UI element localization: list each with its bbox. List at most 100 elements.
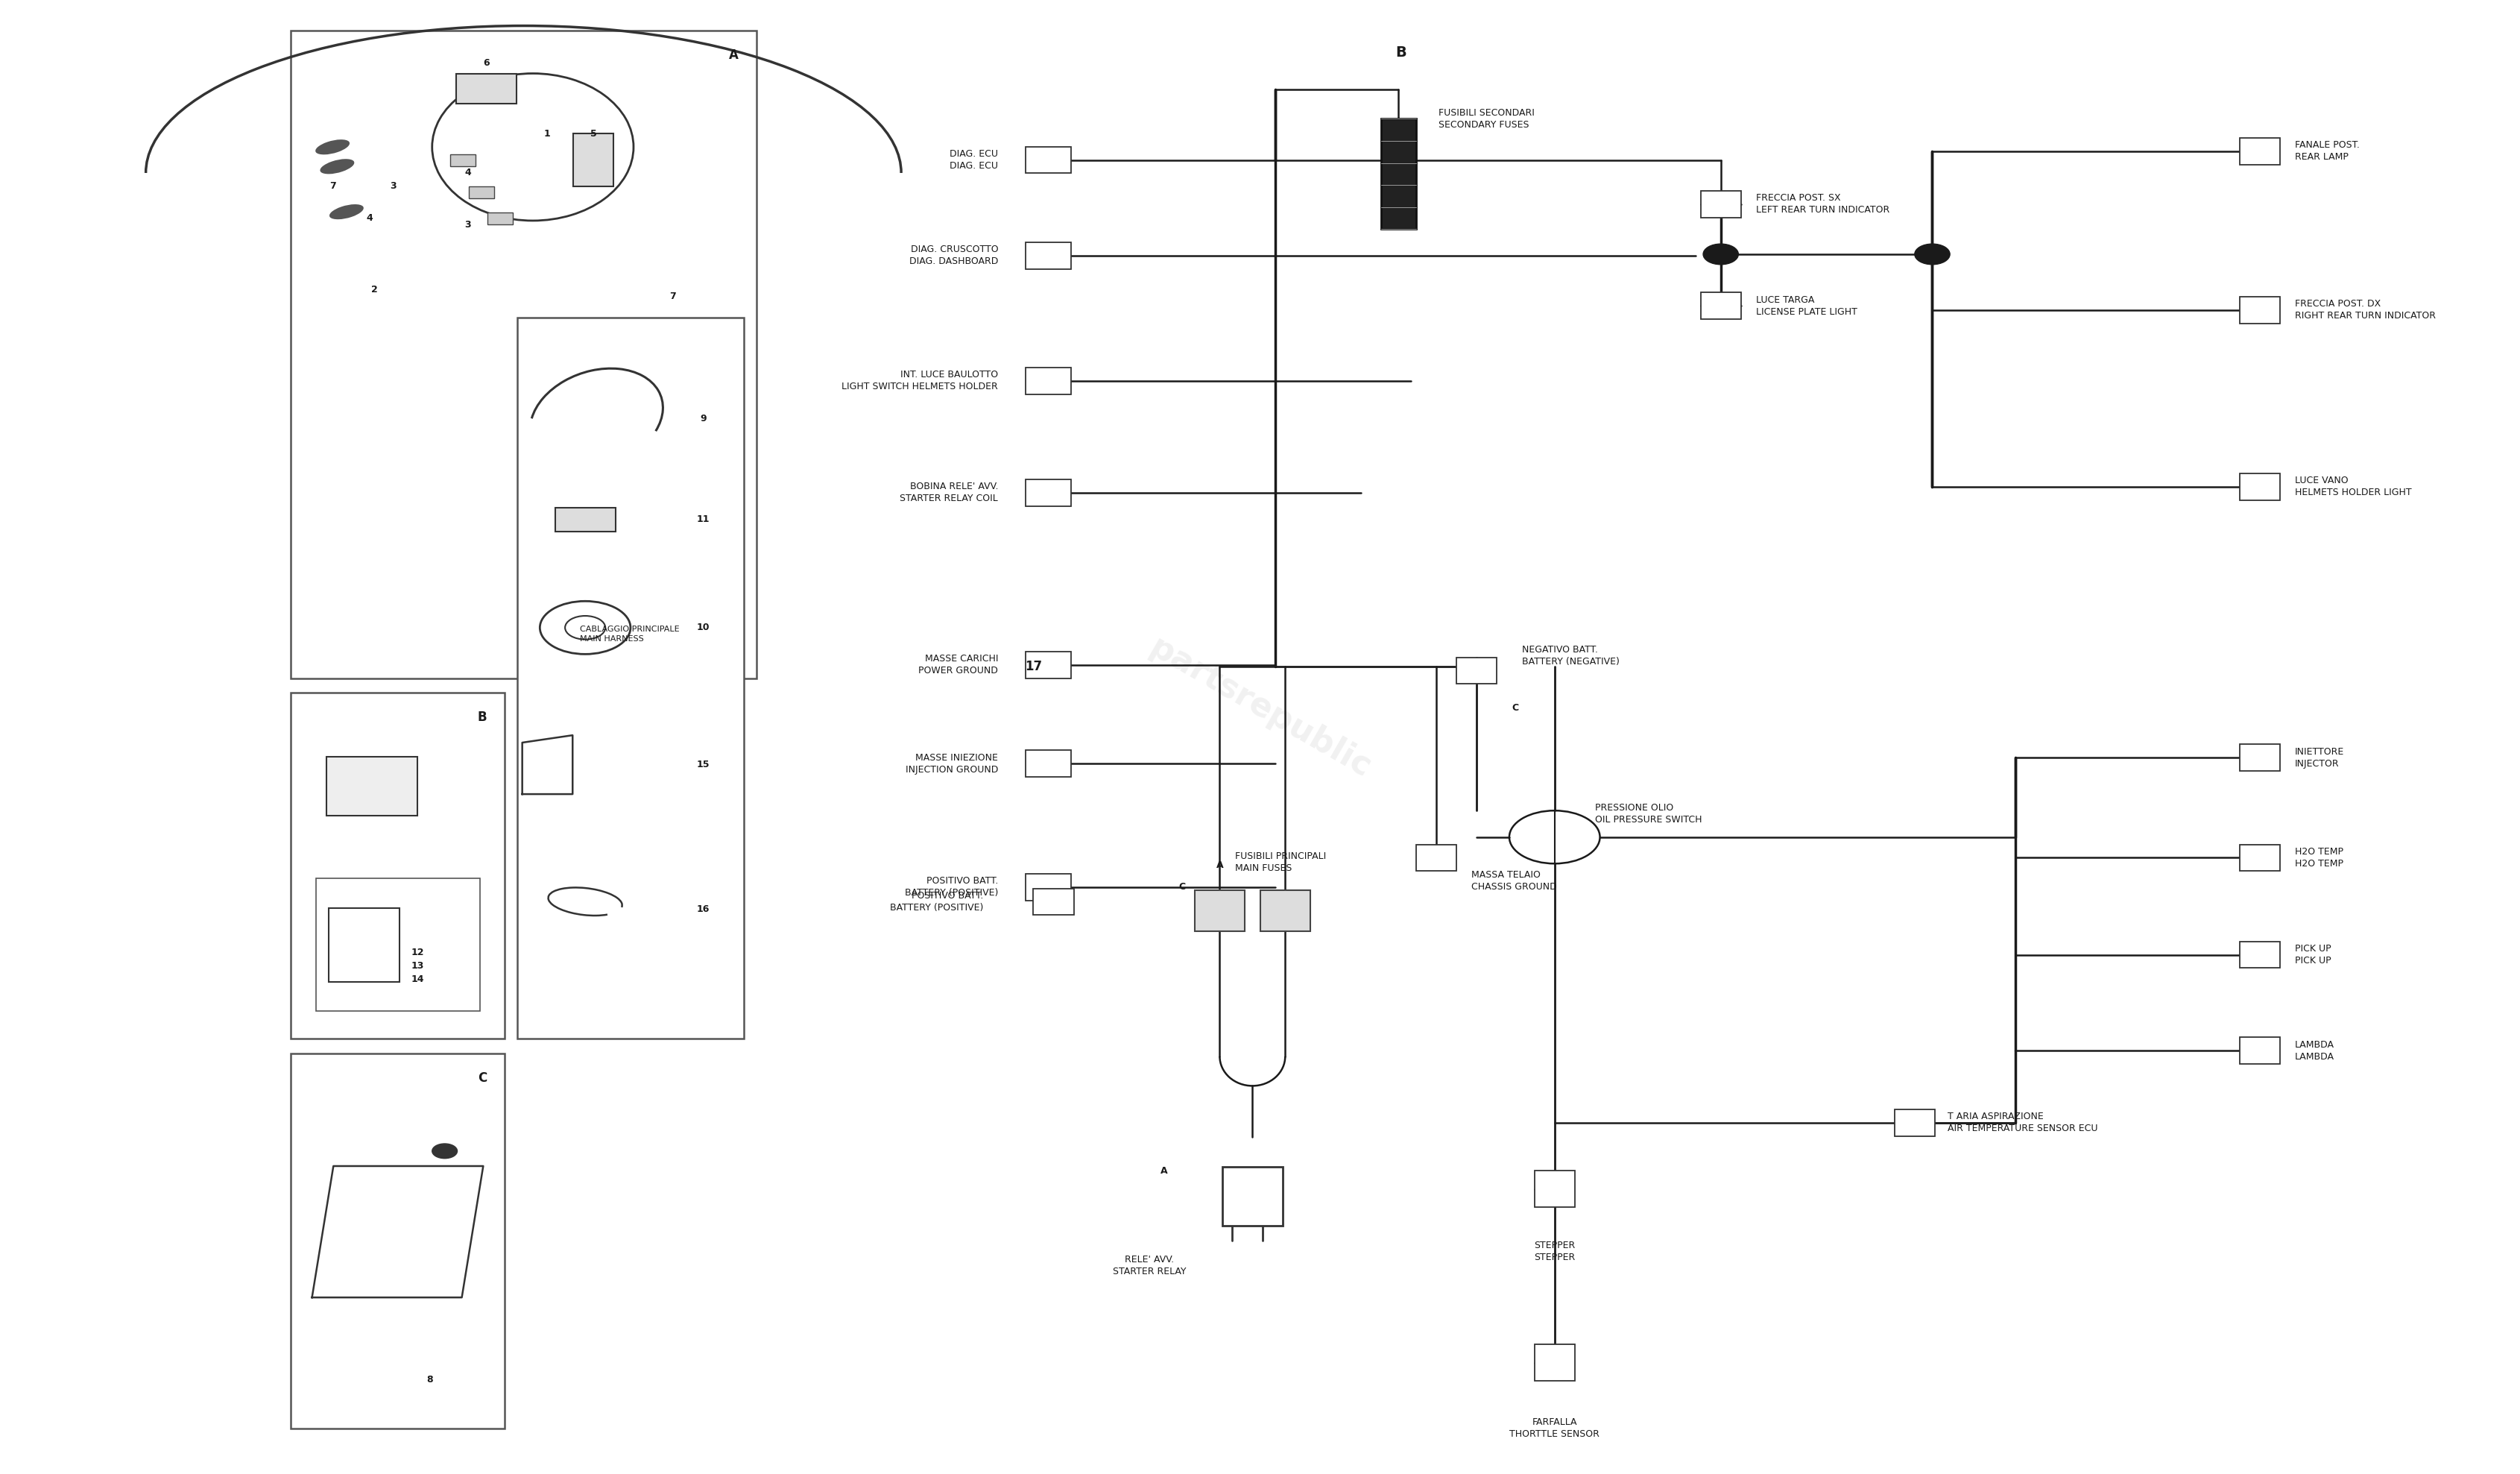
Bar [554,507,615,531]
Circle shape [1704,243,1739,264]
Bar [290,1054,504,1428]
Circle shape [1915,243,1950,264]
Bar [2240,1038,2281,1064]
Bar [2240,296,2281,323]
Bar [1026,652,1071,678]
Text: BOBINA RELE' AVV.
STARTER RELAY COIL: BOBINA RELE' AVV. STARTER RELAY COIL [900,482,998,504]
Text: 14: 14 [411,974,423,985]
Text: B: B [479,710,486,724]
Bar [1701,292,1741,318]
Text: A: A [728,49,738,62]
Bar [290,693,504,1039]
Text: RELE' AVV.
STARTER RELAY: RELE' AVV. STARTER RELAY [1111,1256,1187,1276]
Bar [1033,889,1074,915]
Bar [1194,890,1245,932]
Text: 8: 8 [426,1375,433,1386]
Bar [469,187,494,199]
Text: 16: 16 [696,904,711,914]
Text: NEGATIVO BATT.
BATTERY (NEGATIVE): NEGATIVO BATT. BATTERY (NEGATIVE) [1522,646,1620,666]
Bar [2240,942,2281,968]
Bar [328,756,418,815]
Text: FARFALLA
THORTTLE SENSOR: FARFALLA THORTTLE SENSOR [1509,1417,1600,1439]
Text: 9: 9 [701,414,706,423]
Text: 17: 17 [1026,660,1041,674]
Text: LUCE TARGA
LICENSE PLATE LIGHT: LUCE TARGA LICENSE PLATE LIGHT [1756,295,1857,317]
Ellipse shape [320,159,355,174]
Bar [489,212,512,224]
Text: partsrepublic: partsrepublic [1144,631,1376,784]
Bar [572,134,612,187]
Bar [1457,657,1497,684]
Text: MASSA TELAIO
CHASSIS GROUND: MASSA TELAIO CHASSIS GROUND [1472,871,1557,892]
Text: A: A [1162,1166,1167,1176]
Bar [456,74,517,103]
Text: 7: 7 [330,181,335,190]
Bar [1026,367,1071,394]
Bar [1895,1110,1935,1136]
Text: 3: 3 [464,220,471,230]
Bar [1416,845,1457,871]
Text: POSITIVO BATT.
BATTERY (POSITIVE): POSITIVO BATT. BATTERY (POSITIVE) [890,892,983,912]
Text: 13: 13 [411,961,423,971]
Text: INIETTORE
INJECTOR: INIETTORE INJECTOR [2296,747,2344,768]
Text: DIAG. ECU
DIAG. ECU: DIAG. ECU DIAG. ECU [950,149,998,171]
Bar [2240,845,2281,871]
Text: MASSE INIEZIONE
INJECTION GROUND: MASSE INIEZIONE INJECTION GROUND [905,753,998,774]
Bar [1026,874,1071,901]
Text: T ARIA ASPIRAZIONE
AIR TEMPERATURE SENSOR ECU: T ARIA ASPIRAZIONE AIR TEMPERATURE SENSO… [1948,1111,2097,1134]
Text: CABLAGGIO PRINCIPALE
MAIN HARNESS: CABLAGGIO PRINCIPALE MAIN HARNESS [580,625,680,643]
Bar [1222,1167,1283,1226]
Bar [1260,890,1310,932]
Bar [318,879,479,1011]
Text: FANALE POST.
REAR LAMP: FANALE POST. REAR LAMP [2296,140,2359,162]
Text: INT. LUCE BAULOTTO
LIGHT SWITCH HELMETS HOLDER: INT. LUCE BAULOTTO LIGHT SWITCH HELMETS … [842,370,998,392]
Text: 10: 10 [696,624,711,632]
Bar [1026,242,1071,268]
Text: DIAG. CRUSCOTTO
DIAG. DASHBOARD: DIAG. CRUSCOTTO DIAG. DASHBOARD [910,245,998,267]
Ellipse shape [330,205,363,220]
Text: 7: 7 [670,292,675,301]
Bar [1026,750,1071,777]
Text: 4: 4 [365,214,373,223]
Text: 2: 2 [370,284,378,295]
Bar [290,31,756,678]
Text: PRESSIONE OLIO
OIL PRESSURE SWITCH: PRESSIONE OLIO OIL PRESSURE SWITCH [1595,803,1701,824]
Bar [2240,744,2281,771]
Text: STEPPER
STEPPER: STEPPER STEPPER [1535,1241,1575,1262]
Bar [1026,147,1071,174]
Text: 6: 6 [484,57,489,68]
Bar [1535,1170,1575,1207]
Text: 3: 3 [391,181,396,190]
Text: 11: 11 [696,514,711,525]
Text: FRECCIA POST. DX
RIGHT REAR TURN INDICATOR: FRECCIA POST. DX RIGHT REAR TURN INDICAT… [2296,299,2437,321]
Bar [1535,1344,1575,1381]
Text: FRECCIA POST. SX
LEFT REAR TURN INDICATOR: FRECCIA POST. SX LEFT REAR TURN INDICATO… [1756,193,1890,215]
Circle shape [431,1144,456,1159]
Bar [1701,192,1741,217]
Text: H2O TEMP
H2O TEMP: H2O TEMP H2O TEMP [2296,848,2344,868]
Text: 1: 1 [544,130,549,139]
Text: 15: 15 [696,759,711,769]
Bar [517,317,743,1039]
Text: LUCE VANO
HELMETS HOLDER LIGHT: LUCE VANO HELMETS HOLDER LIGHT [2296,476,2412,498]
Text: FUSIBILI PRINCIPALI
MAIN FUSES: FUSIBILI PRINCIPALI MAIN FUSES [1235,852,1326,873]
Text: C: C [479,1072,486,1085]
Text: 12: 12 [411,948,423,958]
Text: C: C [1512,703,1520,712]
Text: MASSE CARICHI
POWER GROUND: MASSE CARICHI POWER GROUND [917,654,998,675]
Bar [330,908,398,982]
Text: FUSIBILI SECONDARI
SECONDARY FUSES: FUSIBILI SECONDARI SECONDARY FUSES [1439,108,1535,130]
Text: PICK UP
PICK UP: PICK UP PICK UP [2296,943,2331,965]
Bar [2240,473,2281,500]
Text: LAMBDA
LAMBDA: LAMBDA LAMBDA [2296,1039,2334,1061]
Bar [2240,139,2281,165]
Bar [451,155,476,167]
Ellipse shape [315,140,350,155]
Text: A: A [1217,861,1222,870]
Bar [1026,479,1071,506]
Bar [1381,119,1416,228]
Text: POSITIVO BATT.
BATTERY (POSITIVE): POSITIVO BATT. BATTERY (POSITIVE) [905,877,998,898]
Text: C: C [1179,883,1184,892]
Text: 4: 4 [464,168,471,178]
Text: B: B [1396,46,1406,59]
